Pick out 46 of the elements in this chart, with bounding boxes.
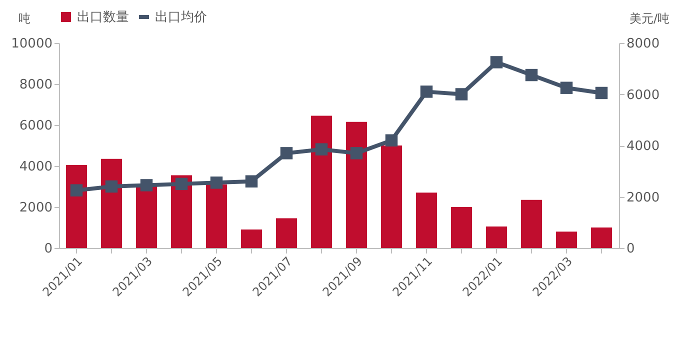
- bar: [521, 200, 542, 248]
- point: [490, 56, 503, 68]
- point: [595, 86, 608, 100]
- bar: [591, 228, 612, 248]
- y-tick-label: 8000: [19, 78, 52, 92]
- bar: [416, 192, 437, 248]
- point: [175, 178, 188, 190]
- bar: [451, 207, 472, 248]
- y2-tick-label: 0: [626, 242, 635, 256]
- y2-tick-label: 2000: [626, 190, 660, 206]
- bar: [311, 116, 332, 248]
- legend-label: 出口均价: [155, 10, 207, 25]
- point: [525, 68, 538, 82]
- y2-tick-label: 8000: [626, 36, 660, 52]
- point: [385, 134, 398, 146]
- bar: [101, 158, 122, 248]
- y2-tick-label: 6000: [626, 88, 660, 103]
- bar: [276, 218, 297, 248]
- bar: [136, 186, 157, 248]
- y-tick-label: 2000: [19, 200, 52, 216]
- point: [105, 180, 118, 193]
- bar: [486, 226, 507, 248]
- point: [315, 143, 328, 156]
- y2-axis-title: 美元/吨: [629, 12, 670, 26]
- y2-tick-label: 4000: [626, 139, 660, 154]
- point: [455, 88, 468, 100]
- point: [280, 147, 293, 160]
- y-tick-label: 10000: [11, 36, 52, 52]
- bar: [381, 146, 402, 248]
- y-tick-label: 6000: [19, 118, 52, 134]
- bar: [66, 164, 87, 248]
- bar: [206, 184, 227, 248]
- point: [420, 86, 433, 98]
- y-tick-label: 0: [44, 242, 52, 256]
- point: [140, 179, 153, 192]
- y-tick-label: 4000: [19, 160, 52, 174]
- y-axis-title: 吨: [18, 12, 30, 26]
- point: [350, 147, 363, 160]
- bar: [241, 230, 262, 248]
- bar: [346, 122, 367, 248]
- legend-label: 出口数量: [77, 10, 129, 25]
- point: [560, 82, 573, 94]
- point: [245, 175, 258, 188]
- bar: [556, 232, 577, 248]
- point: [70, 184, 83, 196]
- point: [210, 176, 223, 189]
